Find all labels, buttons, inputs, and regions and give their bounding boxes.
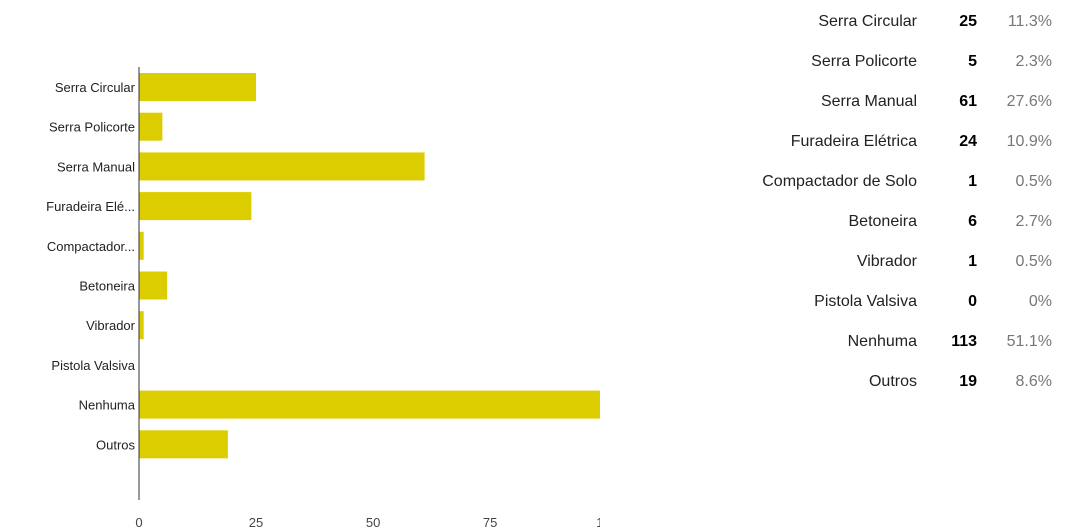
summary-percent: 0% [1028, 293, 1052, 310]
category-label: Betoneira [79, 279, 135, 294]
x-tick-label: 100 [596, 515, 600, 530]
summary-row: Pistola Valsiva 0 0% [600, 283, 1070, 323]
summary-percent: 2.3% [1015, 53, 1052, 70]
summary-percent: 2.7% [1015, 213, 1052, 230]
summary-row: Serra Circular 25 11.3% [600, 3, 1070, 43]
x-tick-label: 25 [249, 515, 263, 530]
summary-count: 19 [959, 373, 977, 390]
summary-count: 113 [951, 333, 977, 350]
summary-label: Furadeira Elétrica [790, 133, 917, 150]
summary-row: Serra Policorte 5 2.3% [600, 43, 1070, 83]
category-label: Nenhuma [79, 398, 136, 413]
x-tick-label: 75 [483, 515, 497, 530]
summary-percent: 0.5% [1015, 173, 1052, 190]
summary-label: Serra Manual [820, 93, 917, 110]
category-label: Vibrador [86, 318, 136, 333]
x-tick-label: 0 [135, 515, 142, 530]
summary-count: 24 [959, 133, 977, 150]
bar [139, 112, 163, 141]
summary-percent: 51.1% [1006, 333, 1052, 350]
category-label: Serra Circular [55, 80, 136, 95]
bar [139, 390, 600, 419]
summary-label: Betoneira [848, 213, 918, 230]
summary-row: Betoneira 6 2.7% [600, 203, 1070, 243]
category-label: Serra Manual [57, 159, 135, 174]
category-label: Outros [96, 437, 136, 452]
category-label: Furadeira Elé... [46, 199, 135, 214]
bar [139, 430, 228, 459]
summary-row: Compactador de Solo 1 0.5% [600, 163, 1070, 203]
summary-row: Outros 19 8.6% [600, 363, 1070, 403]
summary-label: Compactador de Solo [762, 173, 917, 190]
x-tick-label: 50 [366, 515, 380, 530]
summary-count: 5 [968, 53, 977, 70]
summary-row: Vibrador 1 0.5% [600, 243, 1070, 283]
summary-row: Serra Manual 61 27.6% [600, 83, 1070, 123]
summary-label: Serra Circular [818, 13, 917, 30]
summary-count: 61 [959, 93, 977, 110]
summary-percent: 0.5% [1015, 253, 1052, 270]
summary-count: 0 [968, 293, 977, 310]
summary-count: 1 [968, 173, 977, 190]
bar [139, 271, 168, 300]
summary-count: 25 [959, 13, 977, 30]
bar-chart: Serra Circular Serra Policorte Serra Manua… [46, 67, 600, 530]
summary-percent: 27.6% [1006, 93, 1052, 110]
bar [139, 311, 144, 340]
category-label: Pistola Valsiva [51, 358, 135, 373]
summary-percent: 8.6% [1015, 373, 1052, 390]
category-label: Compactador... [47, 239, 135, 254]
summary-label: Pistola Valsiva [814, 293, 917, 310]
bar [139, 152, 425, 181]
summary-label: Serra Policorte [811, 53, 917, 70]
summary-label: Outros [868, 373, 917, 390]
summary-count: 1 [968, 253, 977, 270]
category-label: Serra Policorte [49, 120, 135, 135]
bar [139, 73, 256, 101]
summary-label: Nenhuma [847, 333, 917, 350]
summary-percent: 10.9% [1006, 133, 1052, 150]
bar [139, 231, 144, 260]
summary-label: Vibrador [856, 253, 917, 270]
summary-row: Furadeira Elétrica 24 10.9% [600, 123, 1070, 163]
summary-percent: 11.3% [1007, 13, 1052, 30]
summary-count: 6 [968, 213, 977, 230]
summary-row: Nenhuma 113 51.1% [600, 323, 1070, 363]
bar [139, 192, 252, 221]
